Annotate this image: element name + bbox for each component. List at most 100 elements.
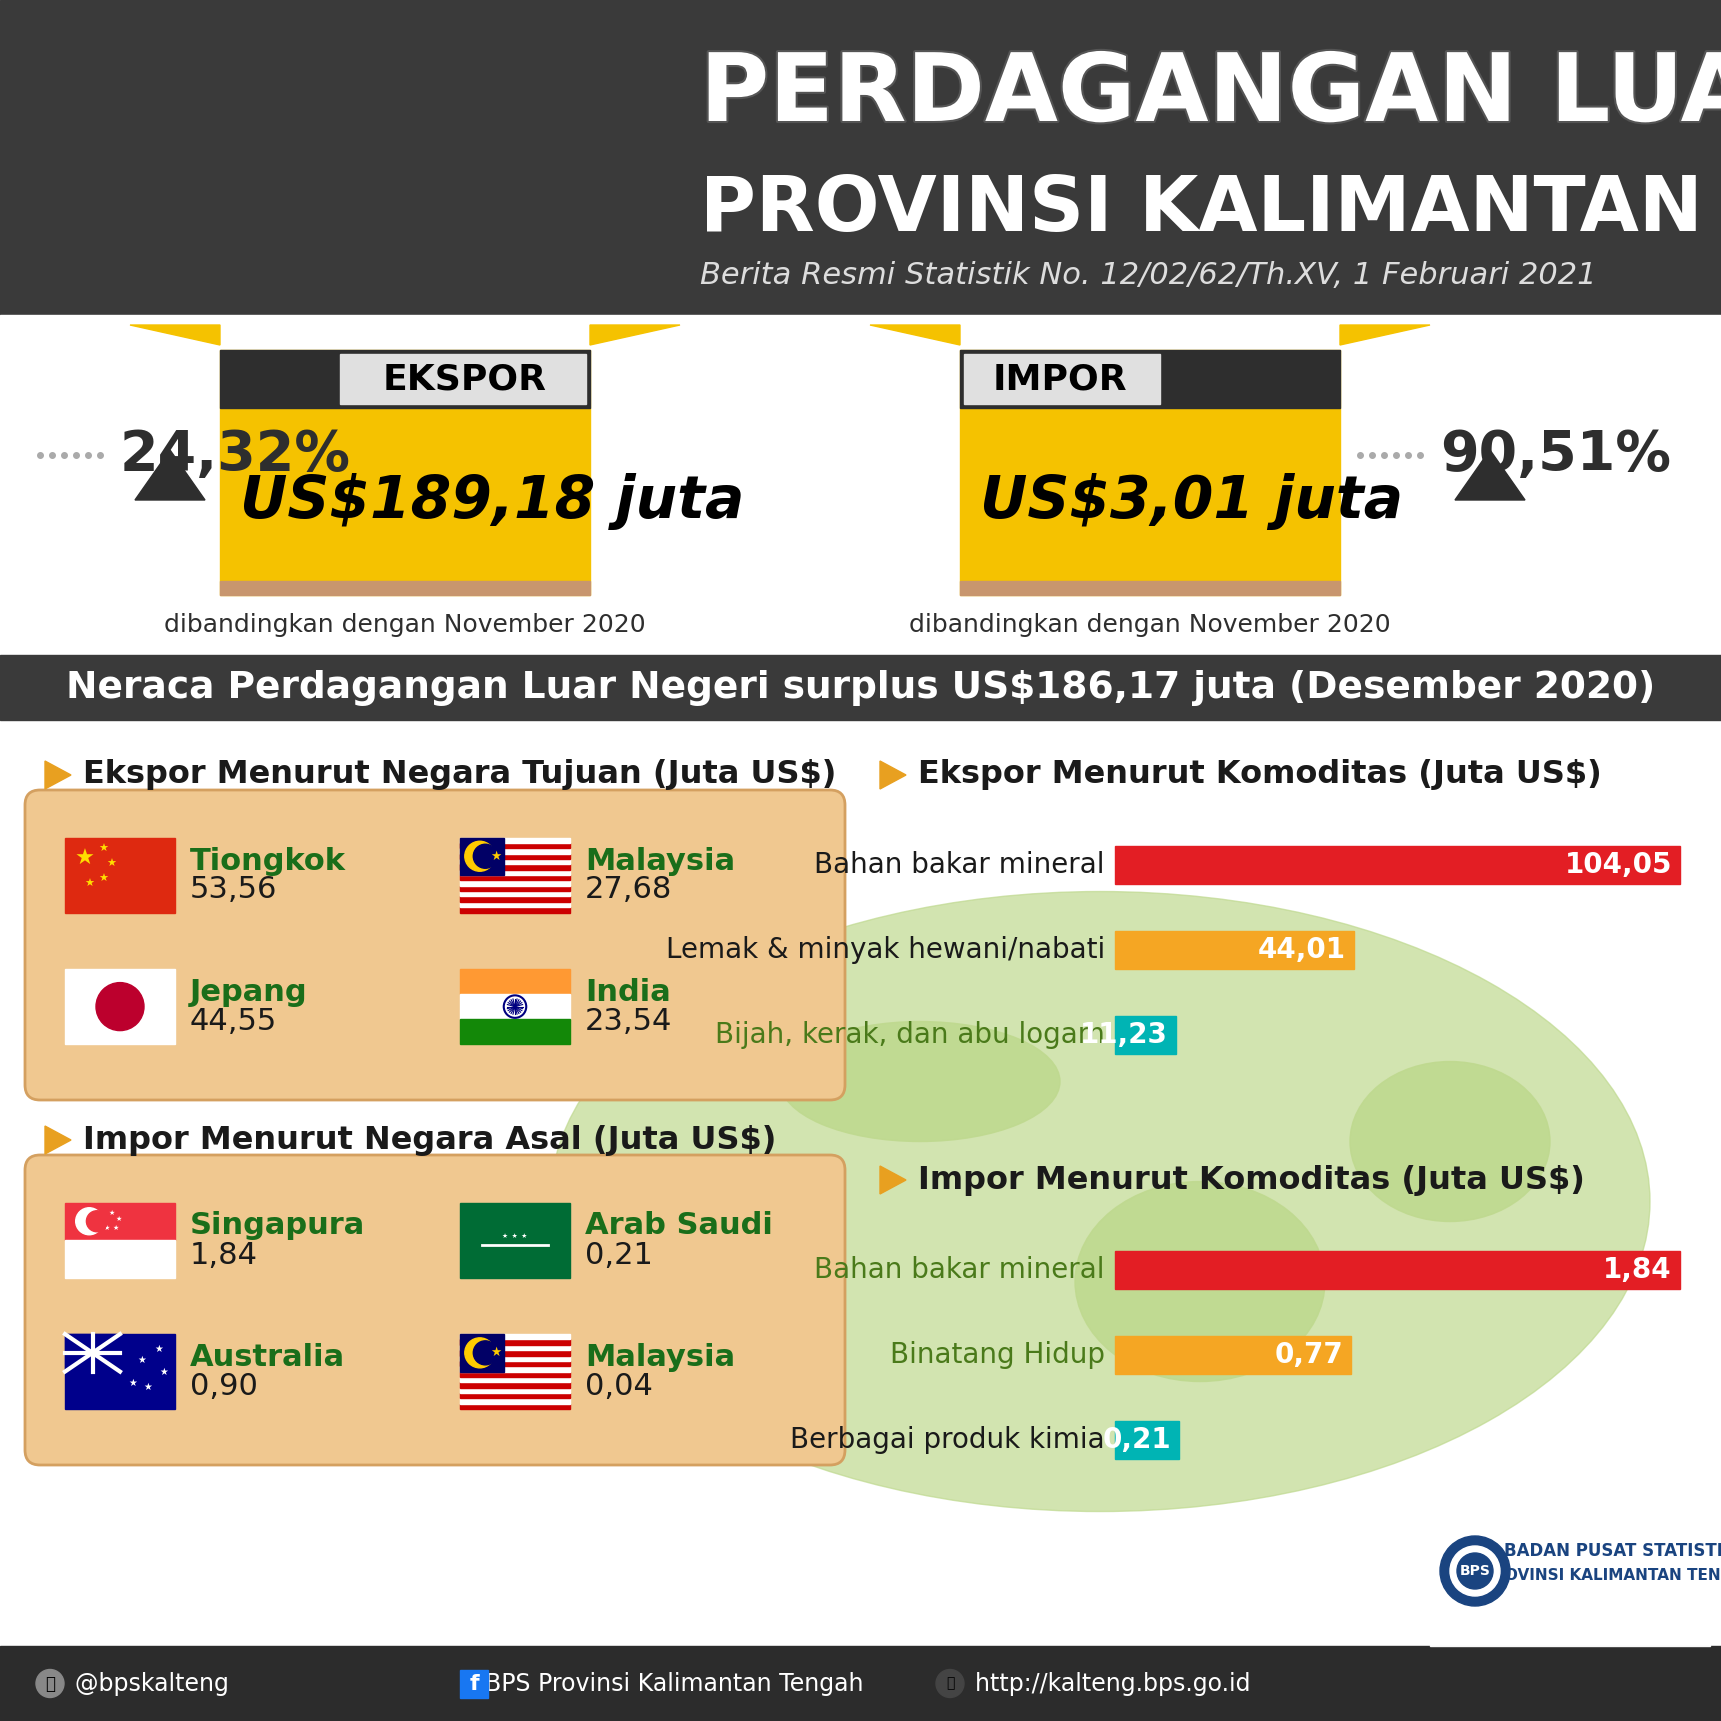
Text: Bijah, kerak, dan abu logam: Bijah, kerak, dan abu logam [716, 1021, 1105, 1050]
Bar [460, 854, 570, 859]
Bar [460, 907, 570, 912]
Bar [1115, 1335, 1351, 1373]
Text: 104,05: 104,05 [1564, 850, 1673, 879]
Bar [460, 995, 570, 1019]
Ellipse shape [1076, 1182, 1325, 1382]
Text: US$3,01 juta: US$3,01 juta [979, 473, 1403, 530]
Bar [460, 869, 570, 874]
Text: PROVINSI KALIMANTAN TENGAH: PROVINSI KALIMANTAN TENGAH [1482, 1568, 1721, 1583]
Text: Arab Saudi: Arab Saudi [585, 1212, 773, 1241]
Bar [460, 891, 570, 897]
Bar [964, 355, 1160, 404]
Bar [460, 859, 570, 864]
Text: 44,01: 44,01 [1258, 936, 1346, 964]
FancyBboxPatch shape [26, 790, 845, 1100]
Circle shape [1440, 1537, 1509, 1606]
Bar [460, 1334, 570, 1339]
Bar [460, 848, 570, 854]
Bar [65, 1334, 120, 1372]
Bar [65, 1203, 176, 1241]
Bar [460, 1356, 570, 1361]
Bar [65, 1334, 176, 1409]
Text: ★: ★ [129, 1379, 138, 1387]
Bar [0, 0, 1721, 315]
Ellipse shape [551, 891, 1650, 1511]
Text: 0,21: 0,21 [585, 1241, 652, 1270]
Text: 0,04: 0,04 [585, 1372, 652, 1401]
Circle shape [473, 1341, 497, 1365]
Text: 1,84: 1,84 [189, 1241, 258, 1270]
Bar [460, 1334, 570, 1409]
Bar [960, 349, 1341, 408]
Bar [460, 1372, 570, 1377]
Text: ★: ★ [84, 879, 95, 890]
Polygon shape [871, 325, 960, 344]
Circle shape [465, 1337, 496, 1368]
Text: Lemak & minyak hewani/nabati: Lemak & minyak hewani/nabati [666, 936, 1105, 964]
Text: ★: ★ [98, 874, 108, 885]
Polygon shape [590, 325, 680, 344]
Bar [460, 1382, 570, 1387]
Text: Impor Menurut Negara Asal (Juta US$): Impor Menurut Negara Asal (Juta US$) [83, 1124, 776, 1155]
Text: BPS: BPS [1459, 1564, 1490, 1578]
Bar [460, 1019, 570, 1045]
Text: ★: ★ [143, 1382, 151, 1392]
Text: ٭ ٭ ٭: ٭ ٭ ٭ [503, 1231, 528, 1241]
Bar [460, 881, 570, 886]
Bar [460, 838, 570, 912]
Text: Malaysia: Malaysia [585, 847, 735, 876]
Bar [65, 969, 176, 1045]
Ellipse shape [1349, 1062, 1551, 1222]
Bar [460, 1669, 489, 1697]
Bar [460, 1361, 570, 1366]
Text: ★: ★ [490, 1346, 503, 1360]
Bar [220, 349, 590, 595]
Text: 🌐: 🌐 [947, 1676, 953, 1690]
Text: 📷: 📷 [45, 1675, 55, 1692]
Text: Berbagai produk kimia: Berbagai produk kimia [790, 1427, 1105, 1454]
Ellipse shape [780, 1022, 1060, 1141]
Polygon shape [1454, 449, 1525, 501]
Text: 0,21: 0,21 [1103, 1427, 1172, 1454]
Text: ★: ★ [114, 1225, 119, 1231]
Bar [0, 1645, 1721, 1721]
Bar [460, 1203, 570, 1277]
Bar [460, 1351, 570, 1356]
Bar [65, 1334, 176, 1409]
Bar [460, 1377, 570, 1382]
Text: dibandingkan dengan November 2020: dibandingkan dengan November 2020 [909, 613, 1391, 637]
Bar [220, 349, 590, 408]
Polygon shape [131, 325, 220, 344]
Polygon shape [134, 449, 205, 501]
Text: 0,77: 0,77 [1275, 1341, 1344, 1368]
Circle shape [76, 1208, 103, 1234]
Text: 53,56: 53,56 [189, 876, 277, 905]
Text: 23,54: 23,54 [585, 1007, 673, 1036]
Text: Australia: Australia [189, 1342, 346, 1372]
Bar [0, 719, 1721, 1645]
Text: Ekspor Menurut Negara Tujuan (Juta US$): Ekspor Menurut Negara Tujuan (Juta US$) [83, 759, 836, 790]
Text: ★: ★ [108, 1210, 114, 1217]
Bar [460, 1392, 570, 1399]
Text: ★: ★ [74, 848, 95, 869]
Text: ★: ★ [490, 850, 503, 862]
Circle shape [936, 1669, 964, 1697]
Bar [65, 1203, 176, 1277]
Bar [1115, 1422, 1179, 1459]
Bar [460, 1203, 570, 1277]
Text: BPS Provinsi Kalimantan Tengah: BPS Provinsi Kalimantan Tengah [470, 1671, 864, 1695]
Bar [1115, 847, 1680, 885]
Text: 1,84: 1,84 [1604, 1256, 1673, 1284]
Text: @bpskalteng: @bpskalteng [60, 1671, 229, 1695]
Text: ★: ★ [115, 1215, 122, 1222]
Bar [460, 864, 570, 869]
Bar [65, 969, 176, 1045]
Bar [65, 838, 176, 912]
Bar [1115, 931, 1354, 969]
Bar [65, 838, 176, 912]
Text: 27,68: 27,68 [585, 876, 673, 905]
Bar [460, 1404, 570, 1409]
Text: ★: ★ [138, 1356, 146, 1365]
Text: Malaysia: Malaysia [585, 1342, 735, 1372]
Text: Neraca Perdagangan Luar Negeri surplus US$186,17 juta (Desember 2020): Neraca Perdagangan Luar Negeri surplus U… [65, 669, 1656, 706]
